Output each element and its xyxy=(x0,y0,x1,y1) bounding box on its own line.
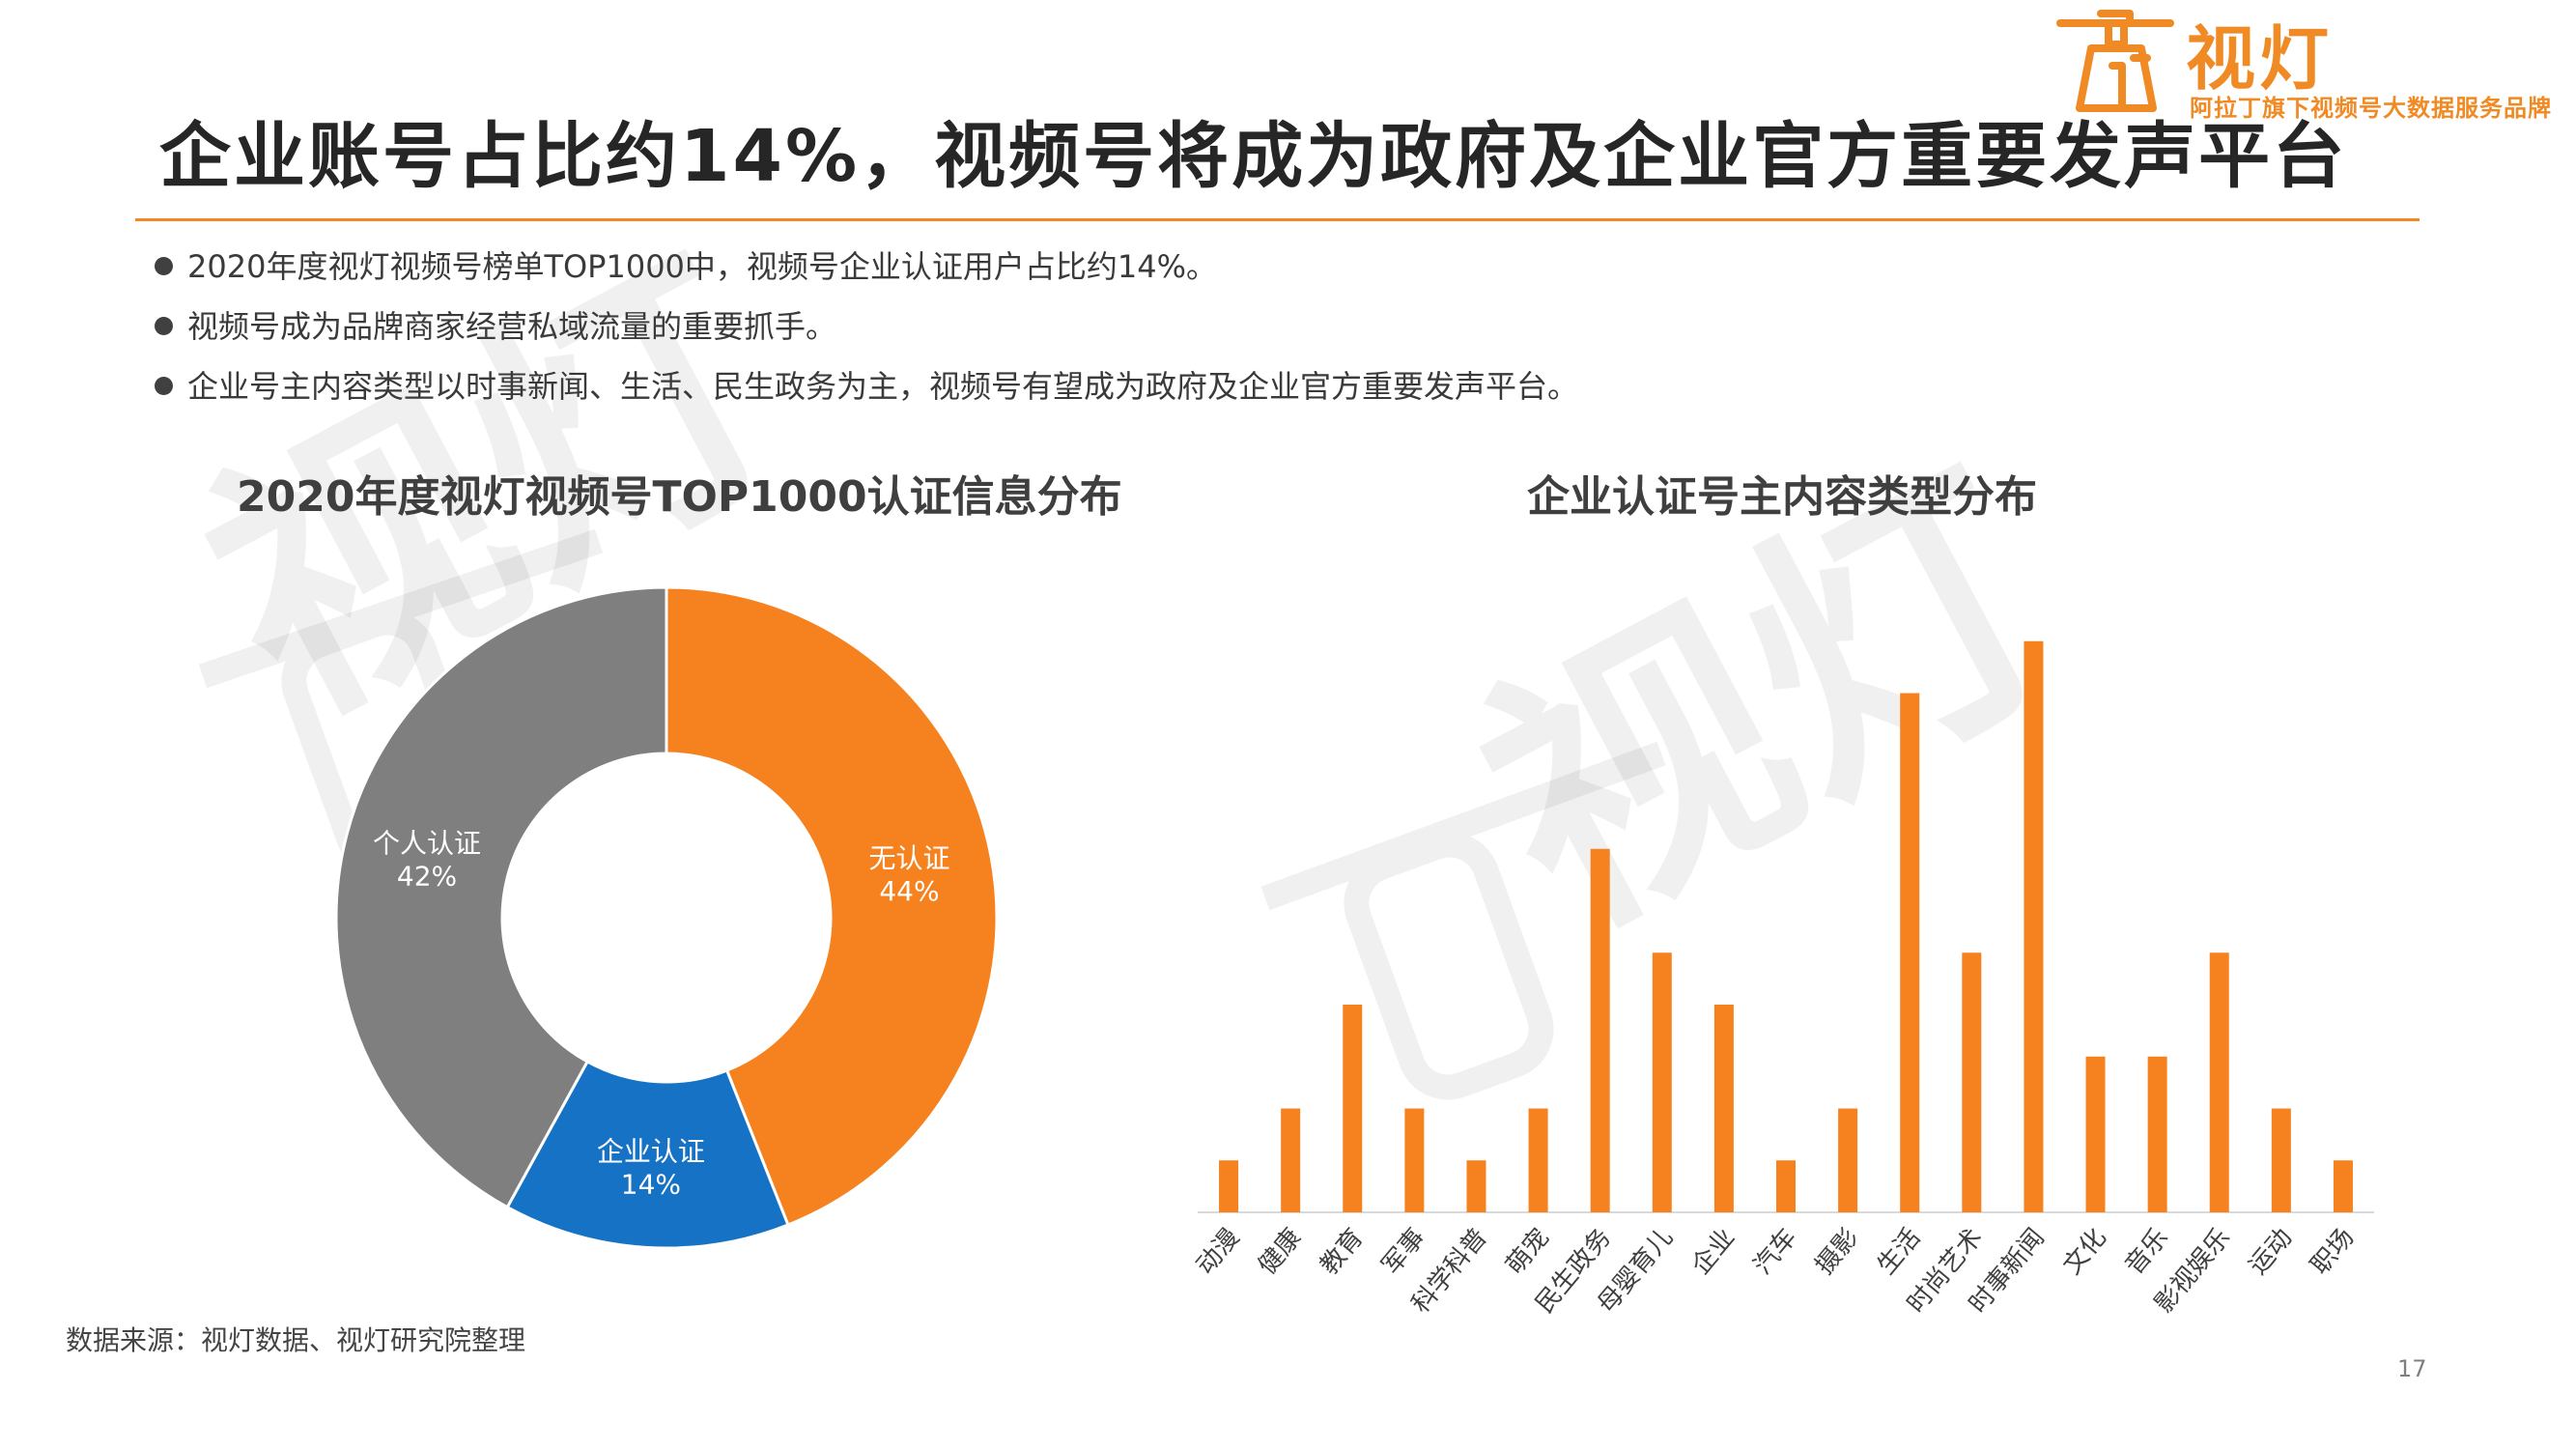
data-source: 数据来源：视灯数据、视灯研究院整理 xyxy=(66,1320,525,1358)
bullet-list: 2020年度视灯视频号榜单TOP1000中，视频号企业认证用户占比约14%。 视… xyxy=(155,242,1578,421)
bullet-text: 视频号成为品牌商家经营私域流量的重要抓手。 xyxy=(187,308,836,345)
x-tick-label: 教育 xyxy=(1315,1223,1369,1280)
bar-18 xyxy=(2334,1160,2353,1212)
x-tick-label: 职场 xyxy=(2306,1223,2360,1280)
bar-9 xyxy=(1776,1160,1796,1212)
bar-1 xyxy=(1281,1109,1300,1213)
bar-11 xyxy=(1900,694,1919,1213)
bar-3 xyxy=(1404,1109,1424,1213)
x-tick-label: 动漫 xyxy=(1191,1223,1245,1280)
bullet-dot-icon xyxy=(155,377,173,395)
x-tick-label: 音乐 xyxy=(2120,1223,2174,1280)
bullet-dot-icon xyxy=(155,257,173,275)
bullet-text: 企业号主内容类型以时事新闻、生活、民生政务为主，视频号有望成为政府及企业官方重要… xyxy=(187,368,1578,405)
bar-12 xyxy=(1962,952,1981,1212)
bar-0 xyxy=(1219,1160,1238,1212)
donut-slice-label: 企业认证 xyxy=(597,1135,705,1167)
bullet-item: 视频号成为品牌商家经营私域流量的重要抓手。 xyxy=(155,301,1578,361)
bar-7 xyxy=(1653,952,1672,1212)
donut-chart-title: 2020年度视灯视频号TOP1000认证信息分布 xyxy=(237,462,1096,524)
bar-6 xyxy=(1591,849,1610,1212)
donut-slice-value: 44% xyxy=(879,875,939,907)
x-tick-label: 汽车 xyxy=(1748,1223,1802,1280)
bullet-item: 2020年度视灯视频号榜单TOP1000中，视频号企业认证用户占比约14%。 xyxy=(155,242,1578,301)
donut-slice-label: 个人认证 xyxy=(373,827,481,859)
x-tick-label: 文化 xyxy=(2057,1223,2111,1280)
bar-4 xyxy=(1466,1160,1486,1212)
x-tick-label: 企业 xyxy=(1686,1223,1741,1280)
page-title: 企业账号占比约14%，视频号将成为政府及企业官方重要发声平台 xyxy=(159,99,2347,202)
bar-2 xyxy=(1343,1005,1362,1212)
donut-slice-label: 无认证 xyxy=(868,842,949,874)
bar-15 xyxy=(2148,1057,2167,1212)
x-tick-label: 健康 xyxy=(1253,1223,1307,1280)
donut-slice-value: 42% xyxy=(397,860,457,892)
bar-10 xyxy=(1838,1109,1857,1213)
x-tick-label: 运动 xyxy=(2244,1223,2298,1280)
logo-subtitle: 阿拉丁旗下视频号大数据服务品牌 xyxy=(2190,89,2552,123)
bar-14 xyxy=(2086,1057,2106,1212)
x-tick-label: 生活 xyxy=(1872,1223,1926,1280)
brand-logo: 视灯 阿拉丁旗下视频号大数据服务品牌 xyxy=(2052,0,2576,126)
bar-chart-title: 企业认证号主内容类型分布 xyxy=(1396,462,2168,524)
bar-13 xyxy=(2024,641,2043,1212)
bullet-item: 企业号主内容类型以时事新闻、生活、民生政务为主，视频号有望成为政府及企业官方重要… xyxy=(155,361,1578,421)
bar-16 xyxy=(2210,952,2229,1212)
title-divider xyxy=(135,218,2420,221)
x-tick-label: 摄影 xyxy=(1810,1223,1864,1280)
bar-17 xyxy=(2272,1109,2291,1213)
lighthouse-icon xyxy=(2052,8,2178,114)
bar-8 xyxy=(1714,1005,1734,1212)
bar-5 xyxy=(1529,1109,1548,1213)
bullet-text: 2020年度视灯视频号榜单TOP1000中，视频号企业认证用户占比约14%。 xyxy=(187,248,1217,285)
x-tick-label: 萌宠 xyxy=(1501,1223,1555,1280)
donut-slice-value: 14% xyxy=(621,1168,681,1200)
bullet-dot-icon xyxy=(155,317,173,335)
page-number: 17 xyxy=(2397,1355,2427,1382)
x-tick-label: 军事 xyxy=(1376,1223,1430,1280)
